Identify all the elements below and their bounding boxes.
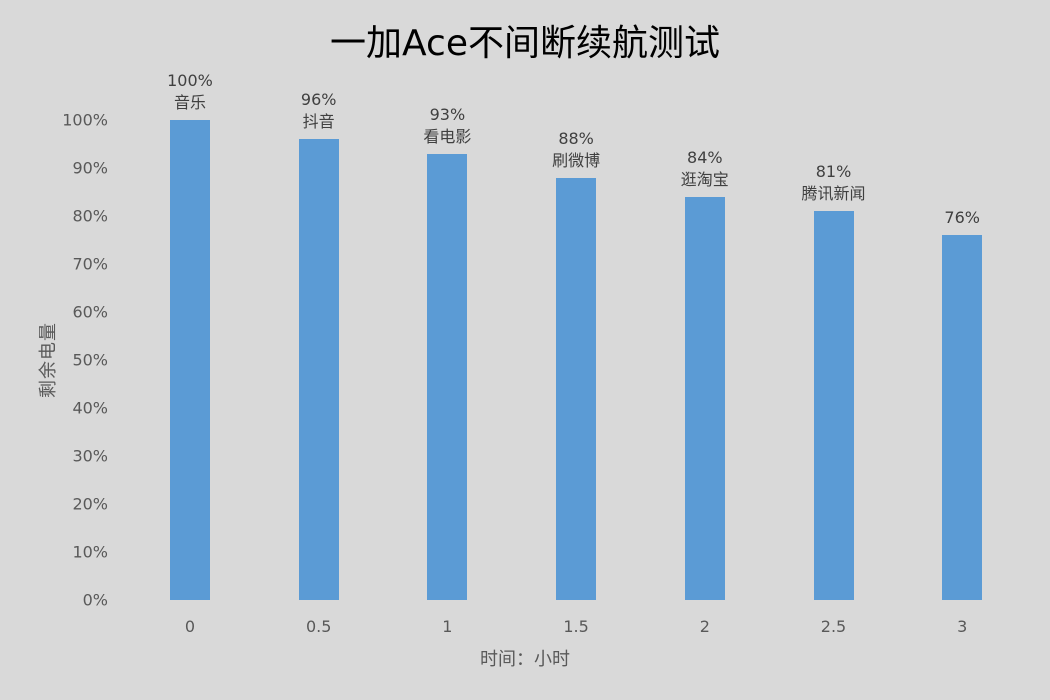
y-tick-label: 100% (62, 110, 108, 130)
y-tick-label: 20% (72, 494, 108, 514)
y-tick-label: 50% (72, 350, 108, 370)
y-tick-label: 70% (72, 254, 108, 274)
x-tick-label: 0 (184, 617, 196, 636)
value-label: 93% (429, 104, 466, 124)
data-label: 81% 腾讯新闻 (764, 161, 904, 205)
y-tick-label: 30% (72, 446, 108, 466)
data-label: 76% (892, 207, 1032, 229)
x-tick-label: 0.5 (305, 617, 332, 636)
bar (813, 211, 854, 600)
bar (427, 153, 468, 600)
y-tick-label: 90% (72, 158, 108, 178)
y-tick-label: 80% (72, 206, 108, 226)
x-tick-label: 1 (442, 617, 453, 636)
x-tick-label: 2 (699, 617, 710, 636)
y-tick-label: 0% (82, 590, 108, 610)
data-label: 84% 逛淘宝 (635, 147, 775, 191)
bar (170, 120, 210, 600)
activity-label: 抖音 (302, 112, 335, 132)
data-label: 93% 看电影 (377, 104, 517, 148)
x-tick-label: 3 (957, 617, 968, 636)
value-label: 88% (558, 128, 594, 148)
value-label: 81% (815, 162, 852, 182)
data-label: 100% 音乐 (120, 70, 260, 114)
bar (298, 139, 339, 600)
y-tick-label: 60% (72, 302, 108, 322)
x-tick-label: 2.5 (820, 617, 847, 636)
bar (684, 196, 725, 600)
x-tick-label: 1.5 (563, 617, 589, 636)
activity-label: 刷微博 (552, 150, 601, 170)
y-tick-label: 10% (72, 542, 108, 562)
value-label: 100% (167, 71, 213, 90)
value-label: 84% (687, 147, 723, 167)
y-tick-label: 40% (72, 398, 108, 418)
value-label: 96% (300, 90, 337, 110)
bar (942, 235, 983, 600)
bar (556, 177, 597, 600)
chart-title: 一加Ace不间断续航测试 (330, 23, 720, 64)
activity-label: 逛淘宝 (680, 169, 729, 189)
value-label: 76% (944, 208, 980, 228)
data-label: 96% 抖音 (249, 89, 389, 133)
activity-label: 看电影 (423, 126, 472, 146)
activity-label: 音乐 (173, 93, 206, 112)
data-label: 88% 刷微博 (506, 128, 646, 172)
activity-label: 腾讯新闻 (801, 184, 866, 204)
x-axis-label: 时间：小时 (480, 649, 570, 670)
